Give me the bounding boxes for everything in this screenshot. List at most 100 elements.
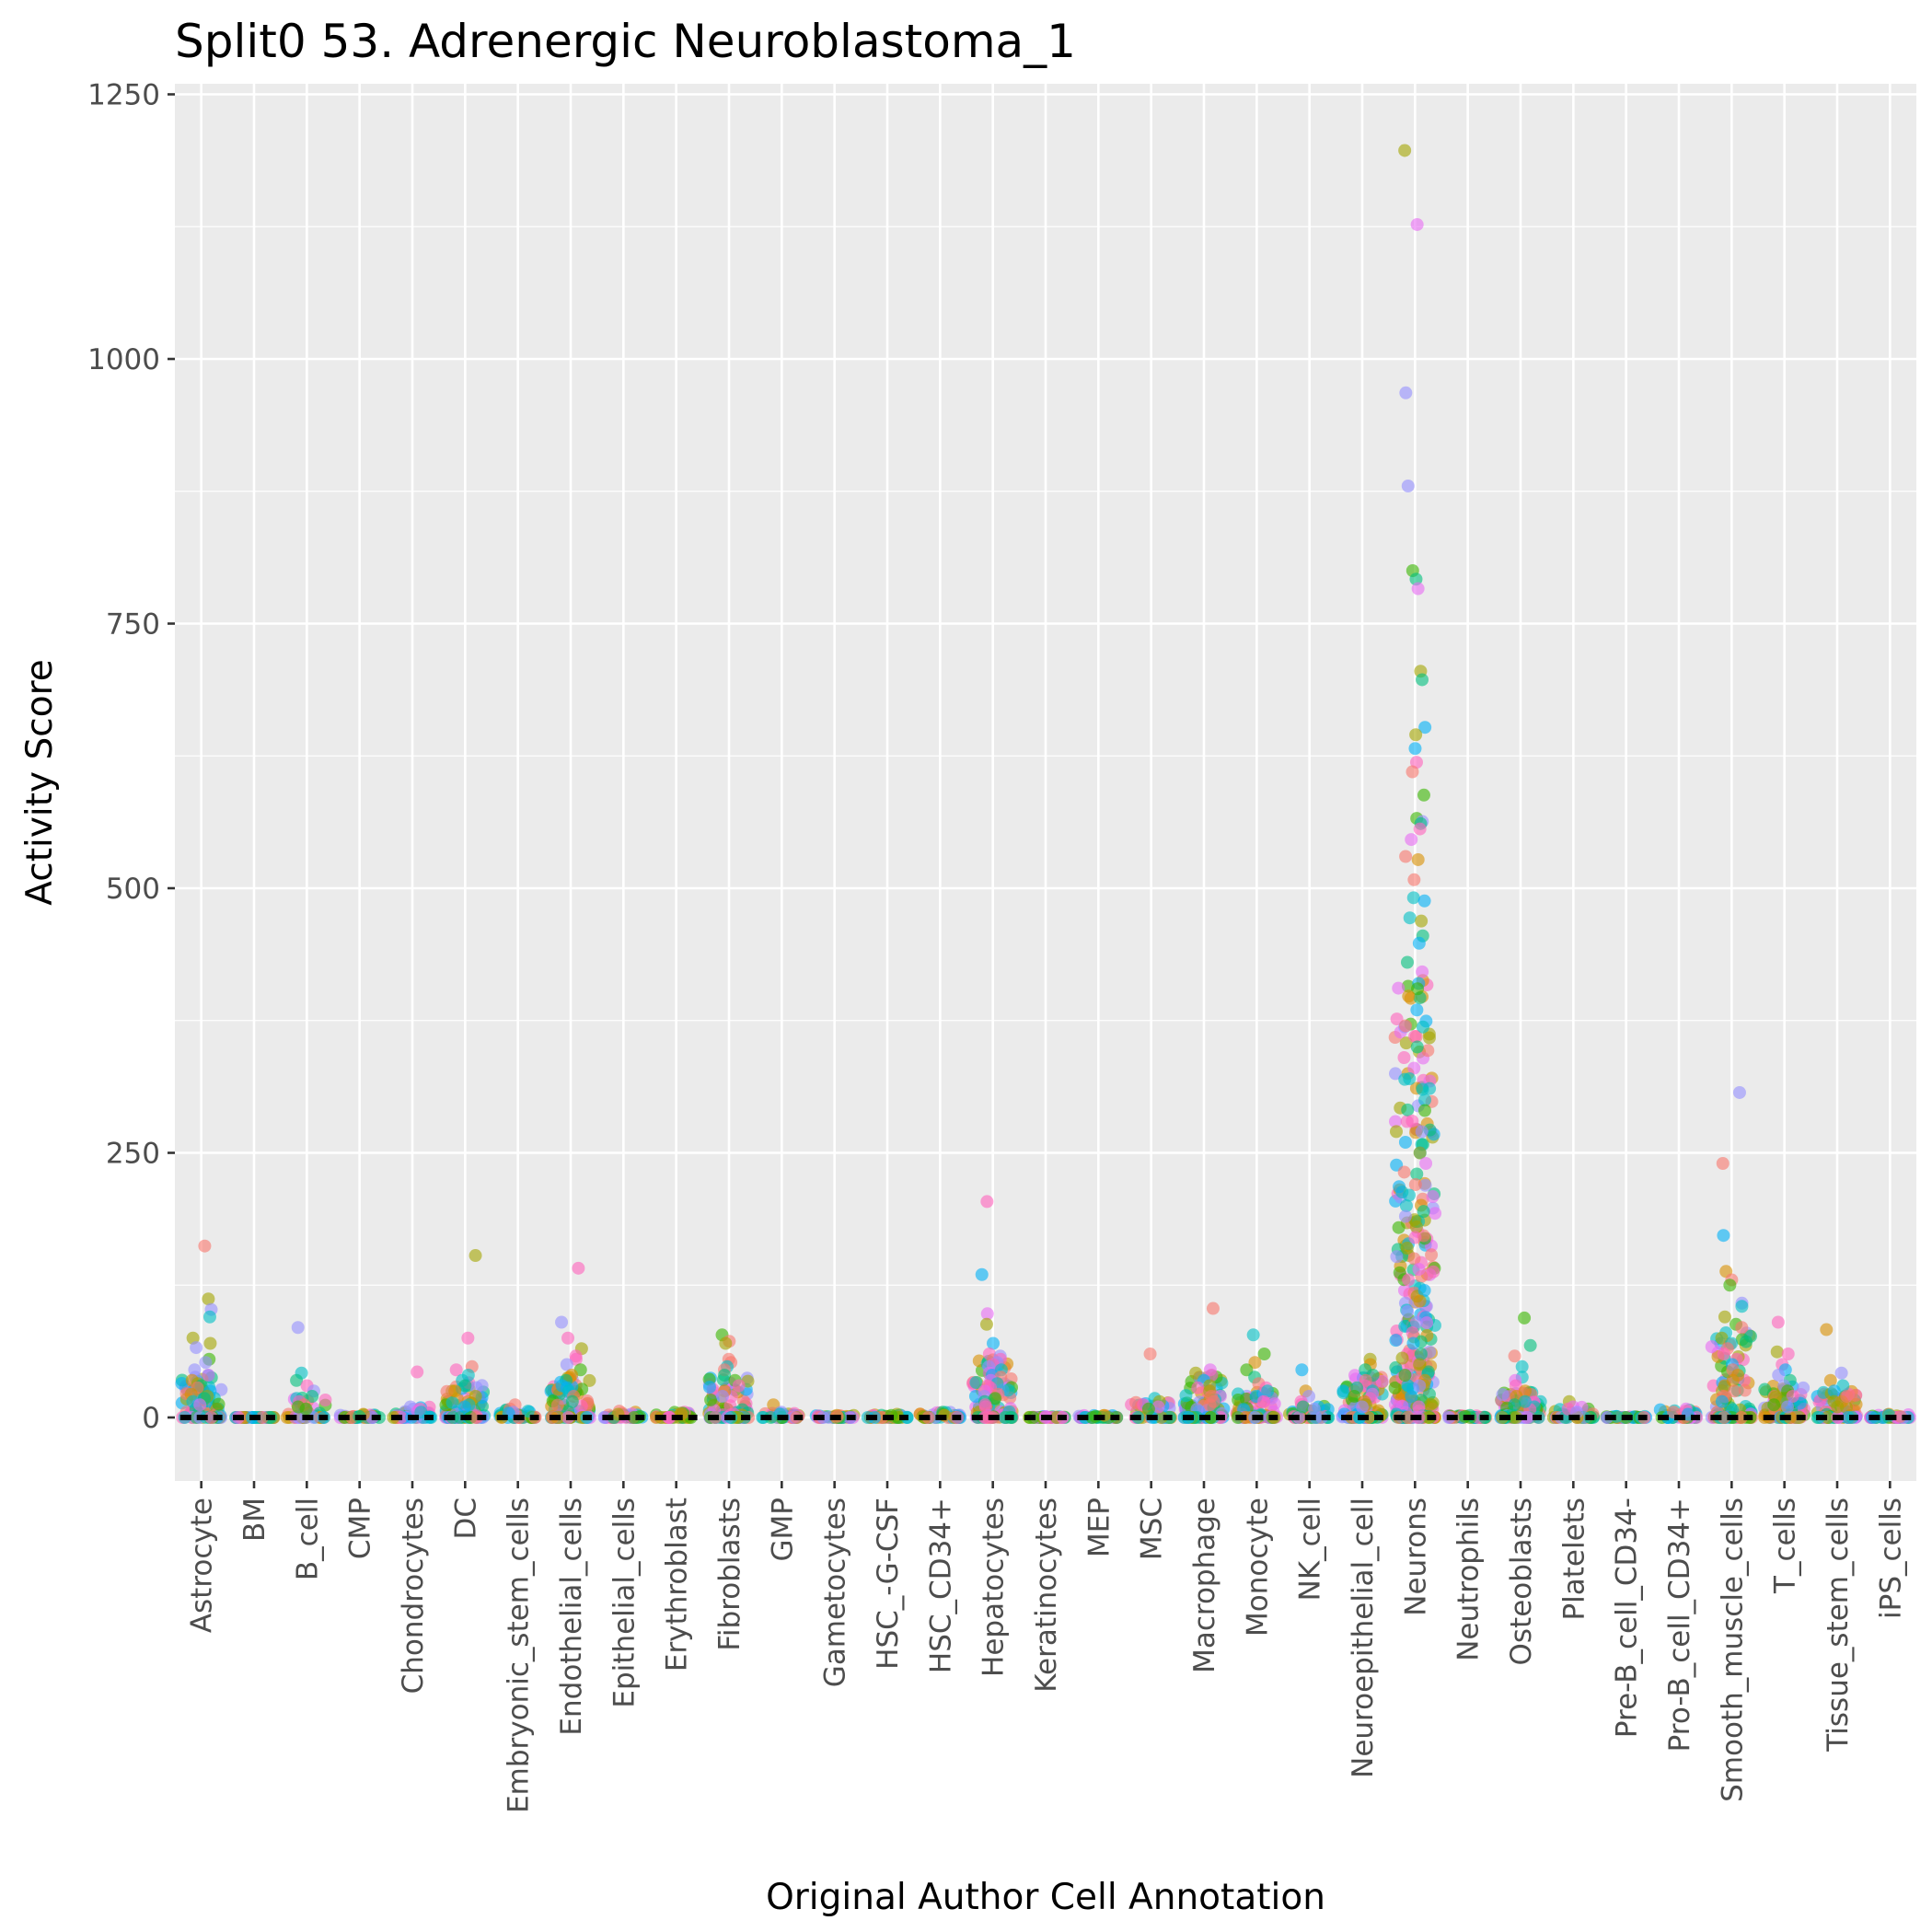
outlier-point xyxy=(1834,1366,1848,1380)
data-point xyxy=(1375,1374,1389,1388)
x-tick-label: DC xyxy=(449,1498,482,1540)
data-point xyxy=(1388,1115,1402,1128)
outlier-point xyxy=(521,1405,535,1418)
x-tick-label: Smooth_muscle_cells xyxy=(1716,1498,1749,1802)
data-point xyxy=(1422,1031,1436,1045)
outlier-point xyxy=(1397,1051,1411,1064)
x-tick-label: Epithelial_cells xyxy=(607,1498,641,1708)
outlier-point xyxy=(555,1315,569,1329)
data-point xyxy=(1393,1180,1406,1194)
x-tick-label: MSC xyxy=(1136,1498,1169,1560)
data-point xyxy=(1392,1221,1406,1234)
outlier-point xyxy=(299,1402,313,1416)
outlier-point xyxy=(203,1336,217,1350)
outlier-point xyxy=(190,1341,203,1355)
x-tick-label: Macrophage xyxy=(1188,1498,1221,1673)
x-tick-label: Gametocytes xyxy=(819,1498,852,1687)
data-point xyxy=(204,1411,218,1424)
x-tick-label: B_cell xyxy=(291,1498,324,1580)
outlier-point xyxy=(1307,1402,1321,1416)
data-point xyxy=(550,1398,564,1412)
data-point xyxy=(702,1381,716,1394)
outlier-point xyxy=(1411,582,1425,596)
data-point xyxy=(1705,1340,1718,1354)
outlier-point xyxy=(1417,1284,1431,1297)
y-tick-label: 250 xyxy=(106,1138,160,1171)
outlier-point xyxy=(1767,1398,1781,1412)
outlier-point xyxy=(1191,1381,1205,1394)
data-point xyxy=(1734,1411,1748,1424)
outlier-point xyxy=(199,1356,213,1370)
outlier-point xyxy=(1515,1359,1529,1373)
outlier-point xyxy=(1523,1338,1537,1352)
data-point xyxy=(1401,1103,1415,1116)
outlier-point xyxy=(449,1363,463,1377)
outlier-point xyxy=(1402,989,1416,1003)
outlier-point xyxy=(1405,833,1418,847)
data-point xyxy=(627,1411,641,1424)
outlier-point xyxy=(1401,480,1415,492)
outlier-point xyxy=(1416,1082,1429,1096)
outlier-point xyxy=(1355,1400,1369,1414)
x-tick-label: Osteoblasts xyxy=(1505,1498,1538,1666)
outlier-point xyxy=(1781,1348,1795,1360)
outlier-point xyxy=(448,1384,462,1398)
outlier-point xyxy=(980,1307,994,1321)
data-point xyxy=(1797,1381,1811,1394)
outlier-point xyxy=(1410,1003,1424,1017)
x-tick-label: Neurons xyxy=(1399,1498,1432,1616)
data-point xyxy=(1420,1316,1434,1330)
outlier-point xyxy=(1416,965,1429,978)
outlier-point xyxy=(1203,1398,1217,1412)
data-point xyxy=(1392,981,1406,995)
outlier-point xyxy=(565,1394,579,1408)
grid-lines xyxy=(175,84,1916,1481)
x-tick-label: Hepatocytes xyxy=(978,1498,1011,1677)
outlier-point xyxy=(1413,1358,1427,1371)
outlier-point xyxy=(1508,1349,1521,1363)
data-point xyxy=(469,1411,482,1424)
data-point xyxy=(969,1376,983,1390)
x-tick-label: Endothelial_cells xyxy=(555,1498,588,1736)
y-tick-label: 1000 xyxy=(87,343,160,376)
x-tick-label: Embryonic_stem_cells xyxy=(503,1498,536,1813)
outlier-point xyxy=(1509,1379,1522,1393)
x-tick-label: Neutrophils xyxy=(1452,1498,1486,1661)
outlier-point xyxy=(1398,1209,1412,1223)
outlier-point xyxy=(1406,1336,1420,1350)
outlier-point xyxy=(718,1369,732,1382)
outlier-point xyxy=(1257,1348,1271,1360)
data-point xyxy=(1389,1067,1403,1081)
data-point xyxy=(1717,1411,1730,1424)
data-point xyxy=(1417,1205,1430,1219)
outlier-point xyxy=(1143,1348,1157,1360)
outlier-point xyxy=(458,1379,472,1393)
outlier-point xyxy=(732,1379,746,1393)
data-point xyxy=(1267,1397,1281,1411)
outlier-point xyxy=(1772,1369,1786,1382)
outlier-point xyxy=(1417,894,1431,908)
outlier-point xyxy=(1403,1188,1417,1202)
outlier-point xyxy=(1715,1331,1729,1345)
outlier-point xyxy=(1348,1390,1361,1403)
outlier-point xyxy=(202,1310,216,1324)
data-point xyxy=(307,1411,320,1424)
data-point xyxy=(175,1376,189,1390)
outlier-point xyxy=(1781,1400,1795,1414)
outlier-point xyxy=(1415,1125,1429,1139)
outlier-point xyxy=(1405,1390,1418,1403)
outlier-point xyxy=(1410,1040,1424,1054)
outlier-point xyxy=(1398,1019,1412,1033)
outlier-point xyxy=(411,1365,424,1379)
data-point xyxy=(1758,1382,1772,1396)
outlier-point xyxy=(1717,1229,1730,1243)
outlier-point xyxy=(1399,1199,1413,1212)
outlier-point xyxy=(1403,1072,1417,1085)
data-point xyxy=(1388,1381,1402,1394)
x-tick-label: CMP xyxy=(344,1498,377,1559)
y-tick-label: 500 xyxy=(106,873,160,906)
outlier-point xyxy=(1770,1345,1784,1359)
x-tick-label: GMP xyxy=(766,1498,799,1561)
data-point xyxy=(1204,1411,1218,1424)
x-tick-label: BM xyxy=(238,1498,272,1542)
